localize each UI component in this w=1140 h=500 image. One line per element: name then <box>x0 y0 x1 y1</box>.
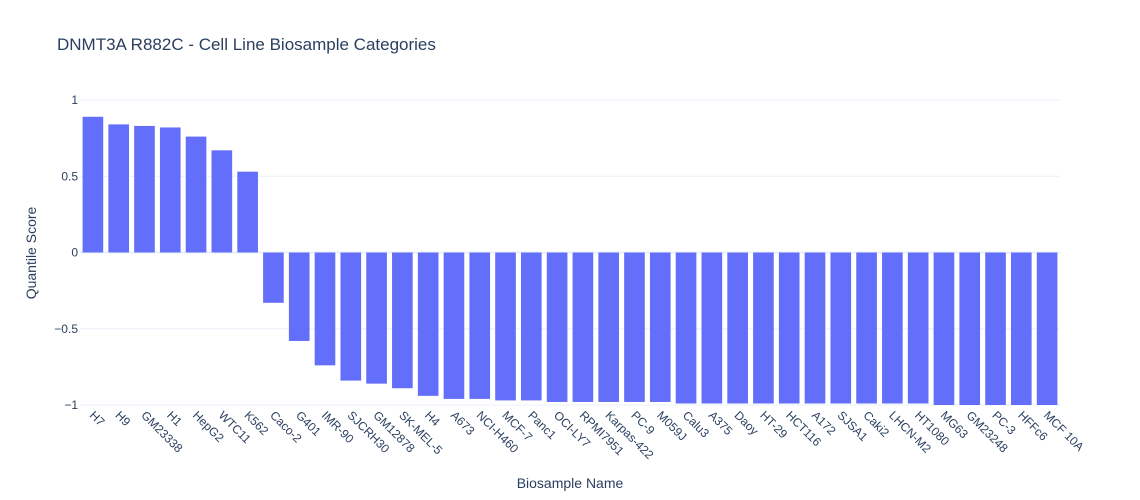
x-tick-label: A673 <box>448 408 478 438</box>
bar-hct116[interactable] <box>778 252 800 404</box>
bar-wtc11[interactable] <box>211 150 233 253</box>
bar-caco-2[interactable] <box>263 252 284 303</box>
bar-a673[interactable] <box>443 252 465 399</box>
y-tick-labels: 1 0.5 0 −0.5 −1 <box>54 93 78 412</box>
bar-sjsa1[interactable] <box>830 252 852 404</box>
bar-gm12878[interactable] <box>366 252 387 384</box>
bar-karpas-422[interactable] <box>598 252 619 402</box>
x-tick-label: A375 <box>706 408 736 438</box>
bar-rpmi7951[interactable] <box>572 252 594 402</box>
x-tick-label: H7 <box>87 408 108 429</box>
y-tick-label: −0.5 <box>54 322 78 336</box>
bar-g401[interactable] <box>288 252 310 341</box>
bars <box>82 116 1058 406</box>
y-tick-label: 0.5 <box>61 169 78 183</box>
chart-title: DNMT3A R882C - Cell Line Biosample Categ… <box>57 35 436 54</box>
bar-h9[interactable] <box>108 124 129 253</box>
bar-panc1[interactable] <box>521 252 542 401</box>
bar-mcf-7[interactable] <box>495 252 516 401</box>
bar-sjcrh30[interactable] <box>340 252 362 381</box>
bar-ht1080[interactable] <box>907 252 929 404</box>
x-axis-title: Biosample Name <box>517 475 624 491</box>
bar-a375[interactable] <box>701 252 723 404</box>
bar-h1[interactable] <box>159 127 181 253</box>
y-tick-label: −1 <box>64 398 78 412</box>
bar-calu3[interactable] <box>675 252 697 404</box>
bar-ht-29[interactable] <box>753 252 774 404</box>
bar-nci-h460[interactable] <box>469 252 491 399</box>
bar-caki2[interactable] <box>856 252 877 404</box>
bar-gm23338[interactable] <box>134 125 155 253</box>
bar-pc-3[interactable] <box>985 252 1006 406</box>
bar-mg63[interactable] <box>933 252 955 406</box>
bar-h7[interactable] <box>82 116 104 253</box>
x-tick-label: Daoy <box>732 408 762 438</box>
x-tick-label: HT-29 <box>757 408 790 441</box>
bar-sk-mel-5[interactable] <box>392 252 413 389</box>
x-tick-label: H9 <box>113 408 134 429</box>
bar-imr-90[interactable] <box>314 252 336 366</box>
bar-h4[interactable] <box>417 252 439 396</box>
bar-daoy[interactable] <box>727 252 748 404</box>
bar-oci-ly7[interactable] <box>546 252 568 402</box>
bar-a172[interactable] <box>804 252 826 404</box>
bar-gm23248[interactable] <box>959 252 981 406</box>
y-tick-label: 1 <box>71 93 78 107</box>
bar-hffc6[interactable] <box>1011 252 1032 406</box>
y-tick-label: 0 <box>71 246 78 260</box>
bar-hepg2[interactable] <box>185 136 207 253</box>
bar-mcf-10a[interactable] <box>1036 252 1058 406</box>
bar-k562[interactable] <box>237 171 258 253</box>
y-axis-title: Quantile Score <box>23 206 39 299</box>
bar-pc-9[interactable] <box>624 252 645 402</box>
bar-lhcn-m2[interactable] <box>882 252 903 404</box>
bar-m059j[interactable] <box>649 252 671 402</box>
